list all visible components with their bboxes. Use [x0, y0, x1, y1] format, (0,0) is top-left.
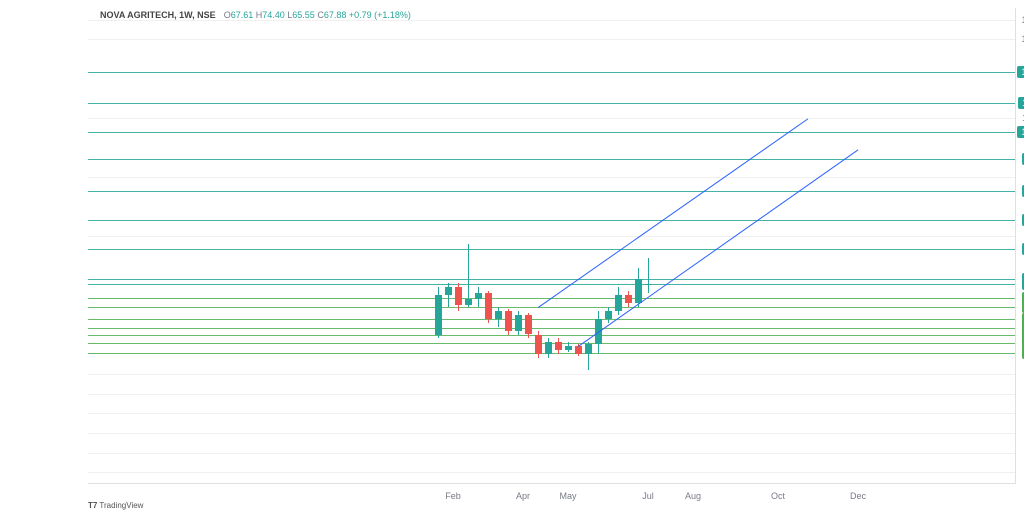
price-level-line[interactable] — [88, 319, 1015, 320]
ohlc-block: O67.61 H74.40 L65.55 C67.88 +0.79 (+1.18… — [224, 10, 411, 20]
candle-body[interactable] — [485, 293, 492, 319]
grid-line — [88, 413, 1015, 414]
x-tick-label: Dec — [850, 491, 866, 501]
candle-wick — [648, 258, 649, 293]
chart-header: NOVA AGRITECH, 1W, NSE O67.61 H74.40 L65… — [100, 10, 411, 20]
candle-body[interactable] — [645, 284, 652, 285]
price-level-line[interactable] — [88, 335, 1015, 336]
price-level-line[interactable] — [88, 191, 1015, 192]
candle-body[interactable] — [475, 293, 482, 299]
price-level-line[interactable] — [88, 103, 1015, 104]
chart-plot[interactable]: 20.0025.0030.0035.0040.0045.0080.0095.00… — [88, 8, 1016, 484]
grid-line — [88, 433, 1015, 434]
candle-body[interactable] — [555, 342, 562, 350]
brand-icon: T7 — [88, 501, 97, 510]
candle-body[interactable] — [545, 342, 552, 354]
candle-body[interactable] — [455, 287, 462, 305]
grid-line — [88, 472, 1015, 473]
candle-body[interactable] — [495, 311, 502, 319]
chart-container: NOVA AGRITECH, 1W, NSE O67.61 H74.40 L65… — [0, 0, 1024, 512]
level-label: 121.64 — [1017, 66, 1024, 78]
price-level-line[interactable] — [88, 307, 1015, 308]
price-level-line[interactable] — [88, 353, 1015, 354]
price-level-line[interactable] — [88, 328, 1015, 329]
grid-line — [88, 236, 1015, 237]
grid-line — [88, 118, 1015, 119]
grid-line — [88, 39, 1015, 40]
x-tick-label: May — [559, 491, 576, 501]
level-label: 106.48 — [1017, 126, 1024, 138]
price-level-line[interactable] — [88, 159, 1015, 160]
candle-body[interactable] — [575, 346, 582, 354]
grid-line — [88, 394, 1015, 395]
candle-body[interactable] — [515, 315, 522, 331]
price-level-line[interactable] — [88, 132, 1015, 133]
x-tick-label: Apr — [516, 491, 530, 501]
price-level-line[interactable] — [88, 279, 1015, 280]
price-level-line[interactable] — [88, 220, 1015, 221]
level-label: 113.90 — [1018, 97, 1024, 109]
candle-body[interactable] — [465, 299, 472, 305]
price-level-line[interactable] — [88, 249, 1015, 250]
price-level-line[interactable] — [88, 72, 1015, 73]
candle-body[interactable] — [565, 346, 572, 350]
symbol-label[interactable]: NOVA AGRITECH, 1W, NSE — [100, 10, 216, 20]
candle-body[interactable] — [535, 335, 542, 355]
candle-body[interactable] — [445, 287, 452, 295]
price-level-line[interactable] — [88, 343, 1015, 344]
grid-line — [88, 374, 1015, 375]
brand-footer: T7 TradingView — [88, 501, 143, 510]
x-tick-label: Oct — [771, 491, 785, 501]
candle-body[interactable] — [635, 279, 642, 303]
candle-body[interactable] — [625, 295, 632, 303]
x-tick-label: Aug — [685, 491, 701, 501]
grid-line — [88, 453, 1015, 454]
candle-wick — [468, 244, 469, 307]
candle-body[interactable] — [585, 344, 592, 354]
candle-body[interactable] — [615, 295, 622, 311]
candle-body[interactable] — [435, 295, 442, 334]
candle-body[interactable] — [605, 311, 612, 319]
brand-text: TradingView — [97, 501, 143, 510]
candle-body[interactable] — [505, 311, 512, 331]
grid-line — [88, 177, 1015, 178]
x-tick-label: Feb — [445, 491, 461, 501]
candle-body[interactable] — [525, 315, 532, 335]
price-level-line[interactable] — [88, 284, 1015, 285]
x-tick-label: Jul — [642, 491, 654, 501]
